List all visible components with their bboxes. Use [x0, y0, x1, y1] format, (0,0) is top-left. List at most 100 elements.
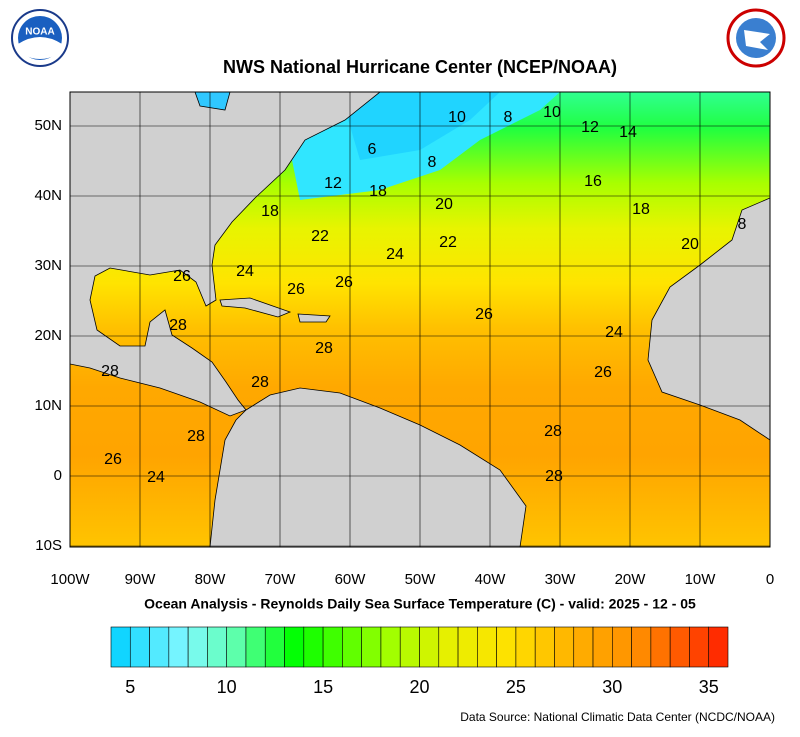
- contour-label: 28: [544, 423, 562, 440]
- colorbar-swatch: [226, 626, 247, 668]
- nws-logo: [726, 8, 786, 68]
- lat-label: 10N: [34, 397, 62, 414]
- contour-label: 14: [619, 124, 637, 141]
- contour-label: 8: [738, 216, 747, 233]
- colorbar-swatch: [380, 626, 401, 668]
- logo-text: NOAA: [25, 27, 54, 38]
- colorbar-label: 25: [506, 677, 526, 697]
- contour-label: 6: [368, 141, 377, 158]
- contour-label: 26: [104, 451, 122, 468]
- colorbar-swatch: [264, 626, 285, 668]
- lat-label: 30N: [34, 257, 62, 274]
- colorbar-swatch: [168, 626, 189, 668]
- colorbar-swatch: [554, 626, 575, 668]
- colorbar-swatch: [419, 626, 440, 668]
- colorbar-label: 20: [409, 677, 429, 697]
- colorbar-swatch: [399, 626, 420, 668]
- lat-label: 40N: [34, 187, 62, 204]
- contour-label: 22: [311, 228, 329, 245]
- contour-label: 8: [504, 109, 513, 126]
- contour-label: 12: [581, 119, 599, 136]
- contour-label: 28: [315, 340, 333, 357]
- subtitle: Ocean Analysis - Reynolds Daily Sea Surf…: [144, 596, 696, 612]
- contour-label: 18: [369, 183, 387, 200]
- colorbar-swatch: [342, 626, 362, 668]
- lon-label: 30W: [545, 571, 577, 588]
- colorbar-swatch: [149, 626, 170, 668]
- colorbar-swatch: [207, 626, 227, 668]
- colorbar-swatch: [708, 626, 729, 668]
- contour-label: 28: [169, 317, 187, 334]
- contour-label: 20: [681, 236, 699, 253]
- colorbar-label: 10: [217, 677, 237, 697]
- contour-label: 28: [101, 363, 119, 380]
- contour-label: 28: [545, 468, 563, 485]
- title: NWS National Hurricane Center (NCEP/NOAA…: [223, 57, 617, 77]
- contour-label: 18: [261, 203, 279, 220]
- lat-label: 50N: [34, 117, 62, 134]
- colorbar-swatch: [515, 626, 536, 668]
- colorbar-label: 15: [313, 677, 333, 697]
- colorbar-swatch: [612, 626, 632, 668]
- contour-label: 12: [324, 175, 342, 192]
- colorbar-swatch: [689, 626, 710, 668]
- colorbar: 5 10 15 20 25 30 35: [110, 626, 729, 697]
- colorbar-swatch: [592, 626, 613, 668]
- lon-label: 40W: [475, 571, 507, 588]
- contour-label: 16: [584, 173, 602, 190]
- lat-label: 10S: [35, 537, 62, 554]
- colorbar-swatch: [669, 626, 690, 668]
- contour-label: 24: [236, 263, 254, 280]
- lon-label: 50W: [405, 571, 437, 588]
- footer: Data Source: National Climatic Data Cent…: [460, 710, 775, 724]
- colorbar-swatch: [129, 626, 150, 668]
- colorbar-swatch: [303, 626, 324, 668]
- lon-label: 60W: [335, 571, 367, 588]
- colorbar-swatch: [457, 626, 478, 668]
- lon-label: 90W: [125, 571, 157, 588]
- colorbar-swatch: [361, 626, 382, 668]
- contour-label: 18: [632, 201, 650, 218]
- contour-label: 24: [605, 324, 623, 341]
- contour-label: 10: [543, 104, 561, 121]
- land: [70, 92, 770, 547]
- lon-label: 100W: [50, 571, 90, 588]
- colorbar-swatch: [573, 626, 594, 668]
- colorbar-swatch: [477, 626, 497, 668]
- lon-label: 10W: [685, 571, 717, 588]
- lon-label: 70W: [265, 571, 297, 588]
- lon-label: 20W: [615, 571, 647, 588]
- colorbar-swatch: [284, 626, 305, 668]
- colorbar-swatch: [322, 626, 343, 668]
- contour-label: 20: [435, 196, 453, 213]
- colorbar-swatch: [650, 626, 671, 668]
- contour-label: 26: [335, 274, 353, 291]
- graticule: 50N 40N 30N 20N 10N 0 10S 100W 90W 80W 70W 60W 50W 40…: [34, 92, 774, 588]
- contour-label: 10: [448, 109, 466, 126]
- contour-label: 24: [386, 246, 404, 263]
- contour-label: 28: [251, 374, 269, 391]
- colorbar-swatch: [110, 626, 131, 668]
- colorbar-swatch: [245, 626, 266, 668]
- colorbar-label: 35: [699, 677, 719, 697]
- contour-label: 26: [475, 306, 493, 323]
- contour-label: 28: [187, 428, 205, 445]
- colorbar-swatch: [187, 626, 208, 668]
- contour-label: 26: [287, 281, 305, 298]
- contour-label: 26: [594, 364, 612, 381]
- colorbar-swatch: [631, 626, 652, 668]
- colorbar-swatch: [496, 626, 517, 668]
- contour-label: 22: [439, 234, 457, 251]
- lat-label: 0: [54, 467, 62, 484]
- contour-label: 24: [147, 469, 165, 486]
- contour-label: 26: [173, 268, 191, 285]
- colorbar-label: 30: [602, 677, 622, 697]
- noaa-logo: NOAA: [11, 9, 69, 67]
- colorbar-label: 5: [125, 677, 135, 697]
- contour-label: 8: [428, 154, 437, 171]
- lon-label: 0: [766, 571, 774, 588]
- colorbar-swatch: [438, 626, 459, 668]
- colorbar-swatch: [534, 626, 555, 668]
